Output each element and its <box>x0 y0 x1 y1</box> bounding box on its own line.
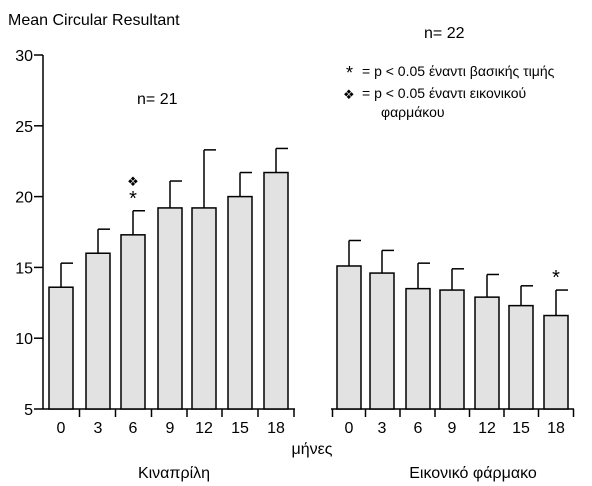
legend-star-text: = p < 0.05 έναντι βασικής τιμής <box>362 63 555 79</box>
bars: *❖* <box>48 147 569 410</box>
bar <box>543 314 569 410</box>
x-tick-label: 18 <box>547 420 565 437</box>
x-tick-label: 0 <box>345 420 354 437</box>
x-tick-label: 12 <box>195 420 213 437</box>
x-tick-label: 15 <box>512 420 530 437</box>
significance-star: * <box>129 188 137 210</box>
bar <box>48 286 74 410</box>
bar <box>85 252 111 410</box>
x-tick-label: 9 <box>166 420 175 437</box>
y-tick-label: 20 <box>15 190 33 207</box>
legend-diamond-text-line2: φαρμάκου <box>381 104 445 120</box>
y-tick-label: 10 <box>15 331 33 348</box>
bar <box>508 304 534 410</box>
group-1-n-label: n= 21 <box>137 91 178 108</box>
x-tick-label: 6 <box>414 420 423 437</box>
y-tick-label: 15 <box>15 260 33 277</box>
bar <box>474 296 500 410</box>
y-axis-label: Mean Circular Resultant <box>8 12 180 29</box>
bar <box>120 234 146 410</box>
x-tick-label: 9 <box>448 420 457 437</box>
x-tick-label: 0 <box>57 420 66 437</box>
bar <box>336 265 362 410</box>
group-1-label: Κιναπρίλη <box>138 465 210 482</box>
x-tick-label: 18 <box>267 420 285 437</box>
group-2-n-label: n= 22 <box>424 25 465 42</box>
bar <box>405 287 431 410</box>
bar <box>263 171 289 410</box>
legend-star-symbol: * <box>346 63 353 83</box>
legend: * = p < 0.05 έναντι βασικής τιμής ❖ = p … <box>343 63 555 120</box>
group-2-label: Εικονικό φάρμακο <box>409 465 537 482</box>
y-tick-label: 30 <box>15 48 33 65</box>
x-tick-label: 6 <box>129 420 138 437</box>
bar <box>157 207 183 410</box>
x-tick-label: 15 <box>231 420 249 437</box>
bar <box>439 289 465 410</box>
y-tick-label: 5 <box>24 402 33 419</box>
x-tick-label: 3 <box>378 420 387 437</box>
legend-diamond-symbol: ❖ <box>343 87 355 102</box>
x-axis-label: μήνες <box>292 441 333 458</box>
significance-diamond: ❖ <box>127 174 139 189</box>
x-tick-label: 12 <box>478 420 496 437</box>
bar <box>227 195 253 410</box>
x-tick-label: 3 <box>94 420 103 437</box>
y-tick-label: 25 <box>15 119 33 136</box>
bar <box>191 207 217 410</box>
significance-star: * <box>552 267 560 289</box>
bar <box>369 272 395 410</box>
legend-diamond-text: = p < 0.05 έναντι εικονικού <box>362 85 526 101</box>
